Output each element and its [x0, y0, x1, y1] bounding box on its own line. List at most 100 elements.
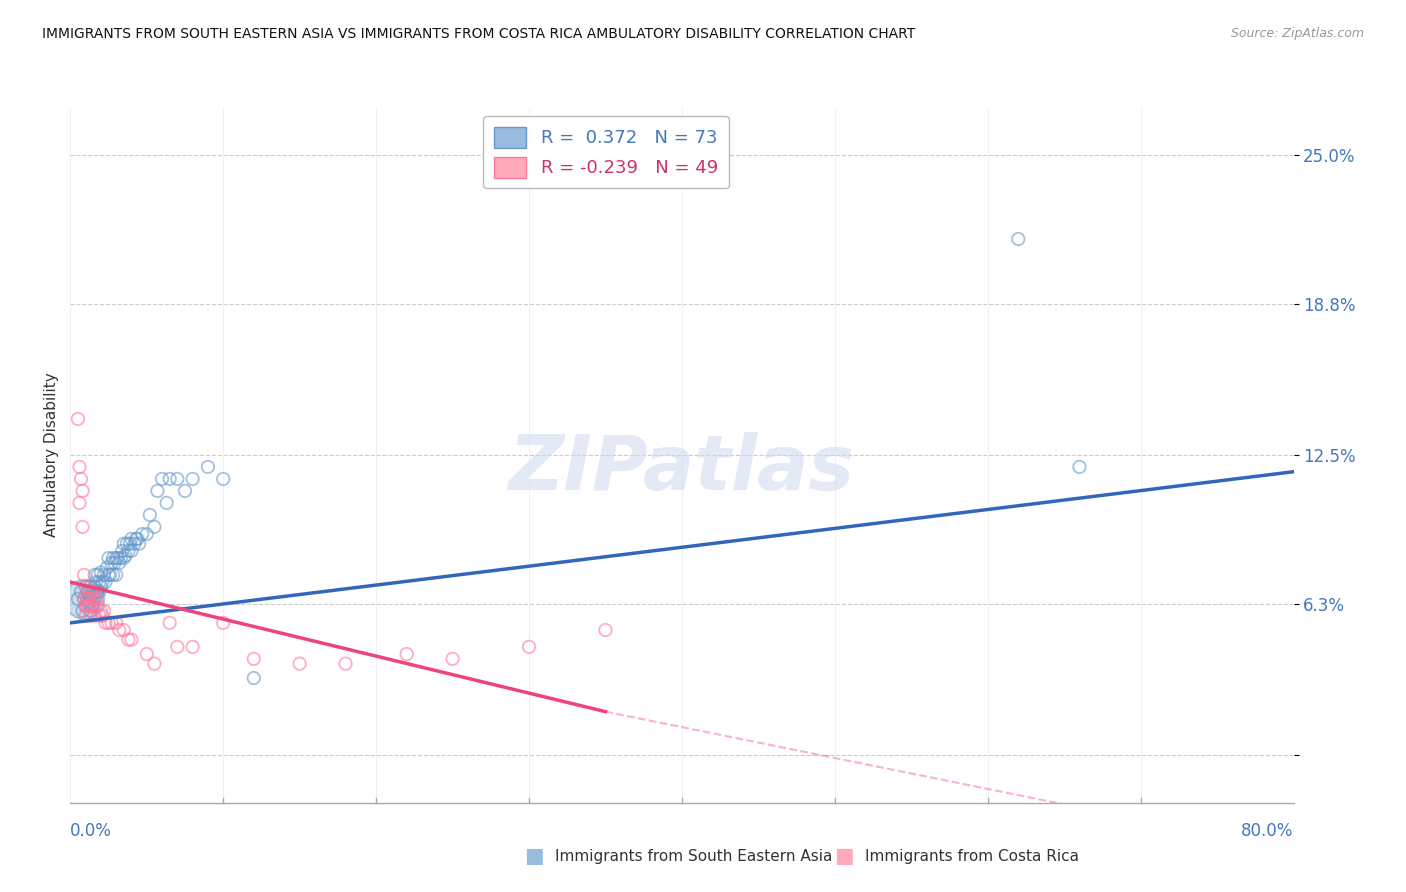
Point — [79, 580, 101, 594]
Point — [93, 567, 115, 582]
Point — [76, 591, 98, 606]
Point — [121, 544, 143, 558]
Point — [105, 615, 128, 630]
Point — [181, 472, 204, 486]
Point — [90, 604, 112, 618]
Point — [112, 551, 135, 566]
Point — [82, 584, 104, 599]
Point — [91, 608, 114, 623]
Point — [100, 615, 122, 630]
Point — [117, 544, 139, 558]
Point — [100, 556, 122, 570]
Point — [166, 640, 188, 654]
Text: ■: ■ — [524, 847, 544, 866]
Point — [70, 584, 93, 599]
Point — [110, 551, 132, 566]
Point — [108, 623, 131, 637]
Point — [77, 597, 100, 611]
Point — [118, 537, 141, 551]
Point — [87, 584, 110, 599]
Point — [83, 608, 105, 623]
Point — [72, 520, 94, 534]
Point — [75, 599, 97, 613]
Point — [595, 623, 617, 637]
Point — [94, 615, 117, 630]
Point — [243, 671, 266, 685]
Point — [77, 599, 100, 613]
Point — [76, 599, 98, 613]
Point — [146, 483, 169, 498]
Point — [93, 604, 115, 618]
Point — [83, 591, 105, 606]
Point — [77, 591, 100, 606]
Point — [112, 623, 135, 637]
Point — [135, 527, 157, 541]
Point — [108, 556, 131, 570]
Point — [87, 599, 110, 613]
Point — [83, 567, 105, 582]
Point — [105, 551, 128, 566]
Point — [243, 652, 266, 666]
Point — [73, 591, 96, 606]
Text: Source: ZipAtlas.com: Source: ZipAtlas.com — [1230, 27, 1364, 40]
Point — [82, 597, 104, 611]
Point — [156, 496, 179, 510]
Text: Immigrants from Costa Rica: Immigrants from Costa Rica — [865, 849, 1078, 863]
Point — [73, 591, 96, 606]
Text: 80.0%: 80.0% — [1241, 822, 1294, 840]
Point — [288, 657, 311, 671]
Point — [89, 608, 111, 623]
Point — [128, 537, 150, 551]
Point — [105, 567, 128, 582]
Point — [89, 575, 111, 590]
Text: 0.0%: 0.0% — [70, 822, 112, 840]
Point — [1069, 459, 1091, 474]
Text: Immigrants from South Eastern Asia: Immigrants from South Eastern Asia — [555, 849, 832, 863]
Point — [80, 599, 103, 613]
Point — [112, 537, 135, 551]
Point — [97, 567, 120, 582]
Point — [84, 575, 107, 590]
Point — [73, 591, 96, 606]
Point — [101, 567, 124, 582]
Point — [77, 584, 100, 599]
Point — [79, 584, 101, 599]
Point — [104, 556, 127, 570]
Point — [441, 652, 464, 666]
Point — [101, 551, 124, 566]
Point — [75, 608, 97, 623]
Point — [76, 584, 98, 599]
Point — [89, 584, 111, 599]
Point — [127, 532, 149, 546]
Point — [75, 580, 97, 594]
Point — [79, 604, 101, 618]
Point — [91, 575, 114, 590]
Point — [159, 472, 181, 486]
Point — [181, 640, 204, 654]
Point — [82, 584, 104, 599]
Point — [72, 604, 94, 618]
Legend: R =  0.372   N = 73, R = -0.239   N = 49: R = 0.372 N = 73, R = -0.239 N = 49 — [484, 116, 728, 188]
Point — [121, 532, 143, 546]
Point — [159, 615, 181, 630]
Point — [111, 544, 134, 558]
Point — [98, 567, 121, 582]
Point — [1007, 232, 1029, 246]
Point — [125, 532, 148, 546]
Point — [80, 591, 103, 606]
Point — [212, 615, 235, 630]
Point — [143, 657, 166, 671]
Point — [84, 591, 107, 606]
Point — [94, 575, 117, 590]
Point — [72, 483, 94, 498]
Point — [115, 537, 138, 551]
Point — [80, 599, 103, 613]
Point — [76, 591, 98, 606]
Point — [135, 647, 157, 661]
Point — [69, 459, 91, 474]
Point — [166, 472, 188, 486]
Point — [143, 520, 166, 534]
Point — [117, 632, 139, 647]
Point — [107, 551, 129, 566]
Point — [90, 580, 112, 594]
